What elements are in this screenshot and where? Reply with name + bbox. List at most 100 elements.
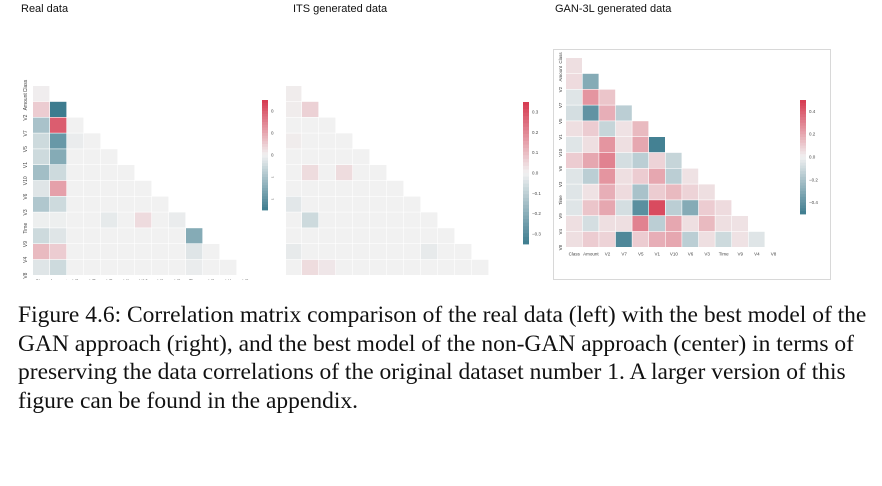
heatmap-cell [50,259,67,275]
heatmap-cell [421,244,438,260]
colorbar-segment [523,169,529,174]
heatmap-cell [319,244,336,260]
heatmap-cell [50,165,67,181]
heatmap-cell [33,117,50,133]
heatmap-cell [302,212,319,228]
colorbar-segment [800,165,806,169]
heatmap-cell [566,121,582,137]
heatmap-cell [336,212,353,228]
heatmap-cell [665,200,682,216]
colorbar-segment [262,119,268,123]
heatmap-cell [169,244,186,260]
heatmap-cell [632,121,649,137]
heatmap-cell [566,137,582,153]
heatmap-cell [370,165,387,181]
colorbar-segment [800,205,806,209]
row-tick-label: V2 [23,114,29,120]
colorbar-segment [262,135,268,139]
colorbar-segment [800,100,806,104]
row-tick-label: V3 [23,209,29,215]
column-tick-label: V5 [638,252,644,257]
heatmap-cell [336,133,353,149]
heatmap-cell [84,149,101,165]
heatmap-cell [50,180,67,196]
colorbar-segment [523,236,529,241]
colorbar-segment [262,113,268,117]
colorbar-segment [800,171,806,175]
colorbar-tick-label: −0.1 [532,191,541,196]
colorbar-segment [523,137,529,142]
heatmap-cell [118,165,135,181]
heatmap-cell [582,105,599,121]
heatmap-cell [353,244,370,260]
heatmap-cell [285,196,302,212]
heatmap-cell [118,180,135,196]
colorbar-segment [262,133,268,137]
heatmap-cell [698,231,715,247]
heatmap-cell [67,259,84,275]
colorbar-tick-label: −0.4 [271,197,274,202]
heatmap-cell [715,216,732,232]
colorbar-segment [523,126,529,131]
heatmap-cell [186,259,203,275]
heatmap-cell [615,231,632,247]
heatmap-cell [135,259,152,275]
colorbar-tick-label: −0.2 [532,211,541,216]
heatmap-cell [319,117,336,133]
colorbar-segment [523,187,529,192]
heatmap-cell [421,228,438,244]
colorbar-tick-label: 0.2 [809,132,816,137]
heatmap-gan-data: Class Amount V2 V7 V5 V1 V10 V6 V3 Time V9 V4 V8 Clas… [553,49,831,280]
heatmap-cell [302,133,319,149]
heatmap-cell [336,228,353,244]
heatmap-cell [698,184,715,200]
heatmap-real-svg: ClassAmountV2V7V5V1V10V6V3TimeV9V4V8Clas… [23,79,280,285]
heatmap-cell [152,244,169,260]
heatmap-cell [421,259,438,275]
colorbar-segment [523,130,529,135]
colorbar-tick-label: 0.0 [809,155,816,160]
heatmap-cell [404,259,421,275]
figure-caption: Figure 4.6: Correlation matrix compariso… [18,302,867,414]
colorbar-segment [800,191,806,195]
column-tick-label: V9 [738,252,744,257]
heatmap-cell [220,259,237,275]
row-tick-label: V6 [23,193,29,199]
heatmap-cell [370,180,387,196]
colorbar-segment [262,201,268,205]
colorbar-tick-label: 0.0 [271,153,274,158]
heatmap-cell [649,137,665,153]
colorbar-segment [262,207,268,211]
colorbar-segment [800,157,806,161]
heatmap-cell [566,168,582,184]
column-tick-label: Time [719,252,729,257]
heatmap-cell [67,228,84,244]
colorbar-tick-label: −0.3 [532,231,541,236]
heatmap-cell [566,216,582,232]
heatmap-cell [615,137,632,153]
colorbar-tick-label: 0.2 [271,131,274,136]
colorbar-segment [800,208,806,212]
heatmap-gan-svg: ClassAmountV2V7V5V1V10V6V3TimeV9V4V8Clas… [558,52,818,257]
heatmap-cell [50,244,67,260]
row-tick-label: Time [558,195,563,205]
heatmap-cell [353,212,370,228]
heatmap-cell [353,196,370,212]
heatmap-cell [353,180,370,196]
heatmap-cell [353,259,370,275]
heatmap-cell [732,231,748,247]
heatmap-cell [319,180,336,196]
colorbar-segment [262,188,268,192]
heatmap-cell [84,165,101,181]
colorbar-segment [523,190,529,195]
heatmap-cell [118,259,135,275]
heatmap-cell [632,200,649,216]
heatmap-cell [135,244,152,260]
colorbar-segment [800,168,806,172]
heatmap-cell [566,184,582,200]
colorbar-segment [523,233,529,238]
column-tick-label: Amount [583,252,599,257]
row-tick-label: V5 [23,146,29,152]
colorbar-segment [523,165,529,170]
heatmap-cell [33,86,50,102]
